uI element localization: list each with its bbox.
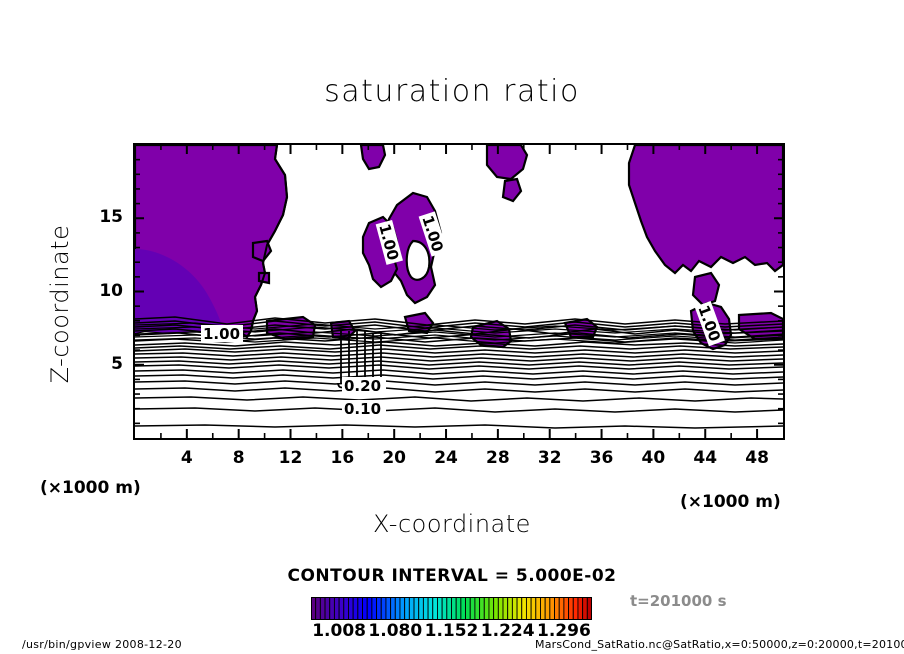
colorbar-segment (418, 597, 424, 620)
x-axis-unit-right: (×1000 m) (680, 492, 781, 512)
colorbar-segment (362, 597, 368, 620)
colorbar-segment (544, 597, 551, 620)
colorbar-segment (540, 597, 546, 620)
x-axis-unit-left: (×1000 m) (40, 478, 141, 498)
colorbar-segment (577, 597, 584, 620)
footer-command: /usr/bin/gpview 2008-12-20 (22, 638, 182, 651)
x-tick-label: 16 (330, 448, 355, 468)
colorbar-segment (497, 597, 504, 620)
colorbar-segment (422, 597, 429, 620)
colorbar-segment (329, 597, 335, 620)
colorbar-segment (324, 597, 331, 620)
colorbar-segment (385, 597, 392, 620)
colorbar-segment (507, 597, 513, 620)
colorbar-segment (390, 597, 396, 620)
contour-plot-panel: 1.00 1.00 1.00 1.00 (133, 143, 785, 440)
colorbar-segment (572, 597, 579, 620)
colorbar-segment (535, 597, 541, 620)
colorbar-segment (371, 597, 378, 620)
x-tick-label: 8 (232, 448, 245, 468)
colorbar-segment (446, 597, 452, 620)
colorbar-segment (549, 597, 555, 620)
colorbar-segment (516, 597, 523, 620)
contour-label: 1.00 (203, 325, 240, 343)
colorbar-segment (366, 597, 373, 620)
colorbar-segment (394, 597, 401, 620)
colorbar (311, 597, 592, 620)
contour-plot-svg: 1.00 1.00 1.00 1.00 (135, 145, 783, 438)
colorbar-segment (343, 597, 349, 620)
colorbar-segment (413, 597, 420, 620)
x-tick-label: 40 (641, 448, 666, 468)
colorbar-segment (460, 597, 467, 620)
colorbar-segment (441, 597, 448, 620)
colorbar-segment (455, 597, 462, 620)
page-title: saturation ratio (324, 74, 580, 109)
colorbar-segment (586, 597, 592, 620)
colorbar-segment (563, 597, 570, 620)
colorbar-segment (427, 597, 434, 620)
colorbar-segment (319, 597, 326, 620)
footer-dataset-info: MarsCond_SatRatio.nc@SatRatio,x=0:50000,… (535, 638, 904, 651)
colorbar-segment (558, 597, 565, 620)
x-tick-label: 4 (180, 448, 193, 468)
colorbar-segment (333, 597, 340, 620)
colorbar-segment (493, 597, 499, 620)
colorbar-segment (511, 597, 518, 620)
colorbar-tick-label: 1.224 (480, 621, 535, 641)
colorbar-swatches (311, 597, 592, 620)
contour-label: 0.20 (344, 377, 381, 395)
colorbar-segment (530, 597, 537, 620)
x-tick-label: 48 (745, 448, 769, 468)
y-tick-label: 5 (111, 353, 123, 374)
colorbar-segment (479, 597, 485, 620)
colorbar-segment (348, 597, 354, 620)
colorbar-tick-label: 1.080 (368, 621, 423, 641)
x-tick-label: 36 (589, 448, 614, 468)
colorbar-segment (315, 597, 321, 620)
contour-isoline-one (250, 145, 289, 332)
colorbar-segment (357, 597, 363, 620)
colorbar-segment (521, 597, 527, 620)
colorbar-segment (451, 597, 457, 620)
colorbar-segment (432, 597, 438, 620)
colorbar-segment (474, 597, 481, 620)
colorbar-tick-labels: 1.008 1.080 1.152 1.224 1.296 (291, 621, 611, 641)
colorbar-tick-label: 1.152 (424, 621, 479, 641)
colorbar-segment (338, 597, 345, 620)
colorbar-segment (352, 597, 359, 620)
contour-interval-caption: CONTOUR INTERVAL = 5.000E-02 (287, 566, 617, 586)
x-tick-label: 20 (382, 448, 407, 468)
colorbar-segment (568, 597, 574, 620)
colorbar-segment (488, 597, 495, 620)
x-tick-label: 44 (693, 448, 718, 468)
x-tick-label: 28 (486, 448, 510, 468)
colorbar-tick-label: 1.296 (537, 621, 591, 641)
colorbar-segment (502, 597, 509, 620)
contour-band-saturated (135, 322, 783, 344)
colorbar-segment (404, 597, 410, 620)
colorbar-segment (582, 597, 588, 620)
colorbar-segment (483, 597, 490, 620)
colorbar-segment (465, 597, 471, 620)
colorbar-tick-label: 1.008 (312, 621, 366, 641)
y-tick-label: 15 (99, 207, 123, 228)
contour-label: 0.10 (344, 400, 381, 418)
colorbar-segment (436, 597, 443, 620)
colorbar-segment (469, 597, 476, 620)
axis-ticks (135, 145, 783, 438)
x-axis-title: X-coordinate (373, 510, 531, 538)
y-tick-label: 10 (99, 280, 123, 301)
time-label: t=201000 s (630, 592, 727, 610)
colorbar-segment (376, 597, 382, 620)
colorbar-segment (525, 597, 532, 620)
colorbar-segment (399, 597, 406, 620)
x-tick-label: 24 (434, 448, 458, 468)
colorbar-segment (380, 597, 387, 620)
x-tick-label: 12 (278, 448, 303, 468)
colorbar-segment (408, 597, 415, 620)
colorbar-segment (554, 597, 560, 620)
x-tick-label: 32 (537, 448, 562, 468)
y-axis-title: Z-coordinate (46, 224, 74, 384)
